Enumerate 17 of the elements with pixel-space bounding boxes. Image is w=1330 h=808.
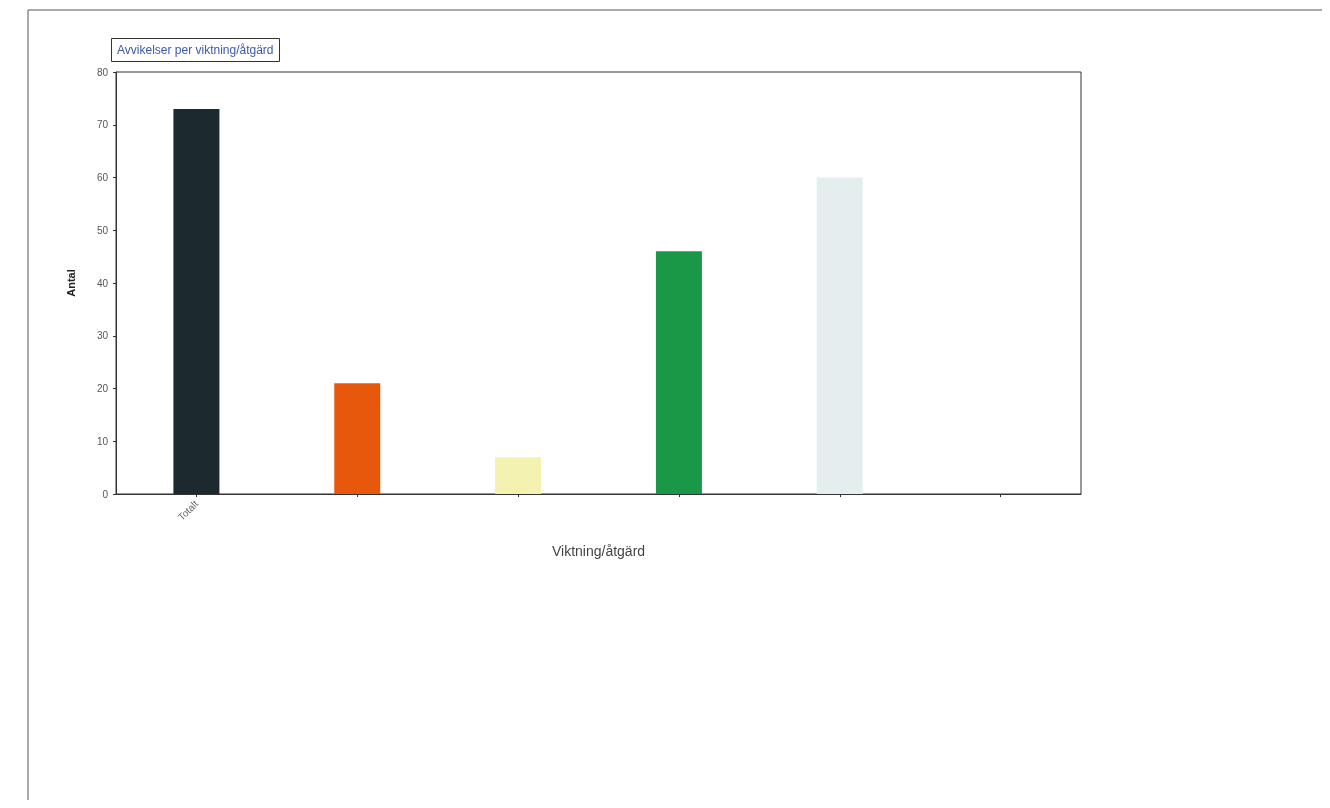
bar xyxy=(334,383,381,494)
y-tick-label: 20 xyxy=(96,383,109,394)
y-tick-label: 80 xyxy=(96,66,109,78)
x-axis-title: Viktning/åtgärd xyxy=(551,543,646,559)
y-tick-label: 50 xyxy=(96,224,109,236)
bar xyxy=(495,457,542,494)
bar xyxy=(173,108,220,494)
y-axis-title: Antal xyxy=(64,269,77,297)
y-tick-label: 0 xyxy=(102,488,109,500)
chart-title: Avvikelser per viktning/åtgärd xyxy=(117,43,274,57)
y-tick-label: 60 xyxy=(96,172,109,183)
y-tick-label: 40 xyxy=(96,277,109,289)
y-tick-label: 10 xyxy=(96,435,109,447)
y-tick-label: 30 xyxy=(96,330,109,342)
y-tick-label: 70 xyxy=(96,119,109,131)
bar xyxy=(655,251,702,494)
bar xyxy=(816,177,863,494)
